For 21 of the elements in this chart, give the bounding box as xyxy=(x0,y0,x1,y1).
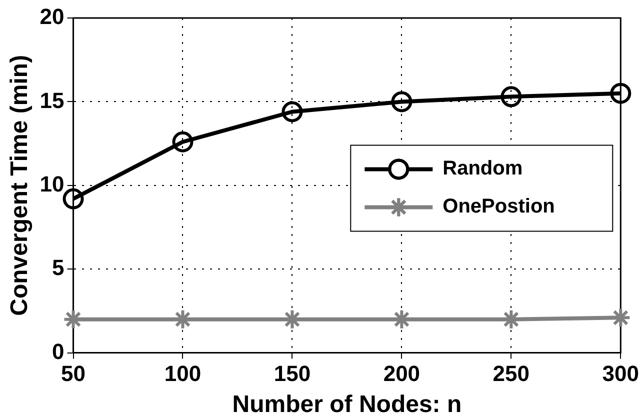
legend-label: OnePostion xyxy=(442,196,555,218)
y-tick-label: 5 xyxy=(52,255,64,280)
legend-label: Random xyxy=(442,158,523,180)
point xyxy=(500,86,522,108)
point xyxy=(610,82,632,104)
x-tick-label: 250 xyxy=(492,361,530,386)
x-tick-label: 300 xyxy=(602,361,640,386)
x-tick-label: 150 xyxy=(274,361,311,386)
point xyxy=(172,131,194,152)
y-tick-label: 0 xyxy=(52,338,64,364)
x-axis-title: Number of Nodes: n xyxy=(232,391,462,418)
y-axis-title: Convergent Time (min) xyxy=(6,54,34,316)
point xyxy=(62,188,84,210)
x-tick-label: 50 xyxy=(61,361,86,386)
y-tick-label: 10 xyxy=(40,171,64,196)
point xyxy=(282,101,303,122)
point xyxy=(391,91,412,112)
y-tick-label: 20 xyxy=(40,4,64,30)
y-tick-label: 15 xyxy=(40,88,64,113)
x-tick-label: 200 xyxy=(383,361,420,386)
x-tick-label: 100 xyxy=(164,361,202,386)
